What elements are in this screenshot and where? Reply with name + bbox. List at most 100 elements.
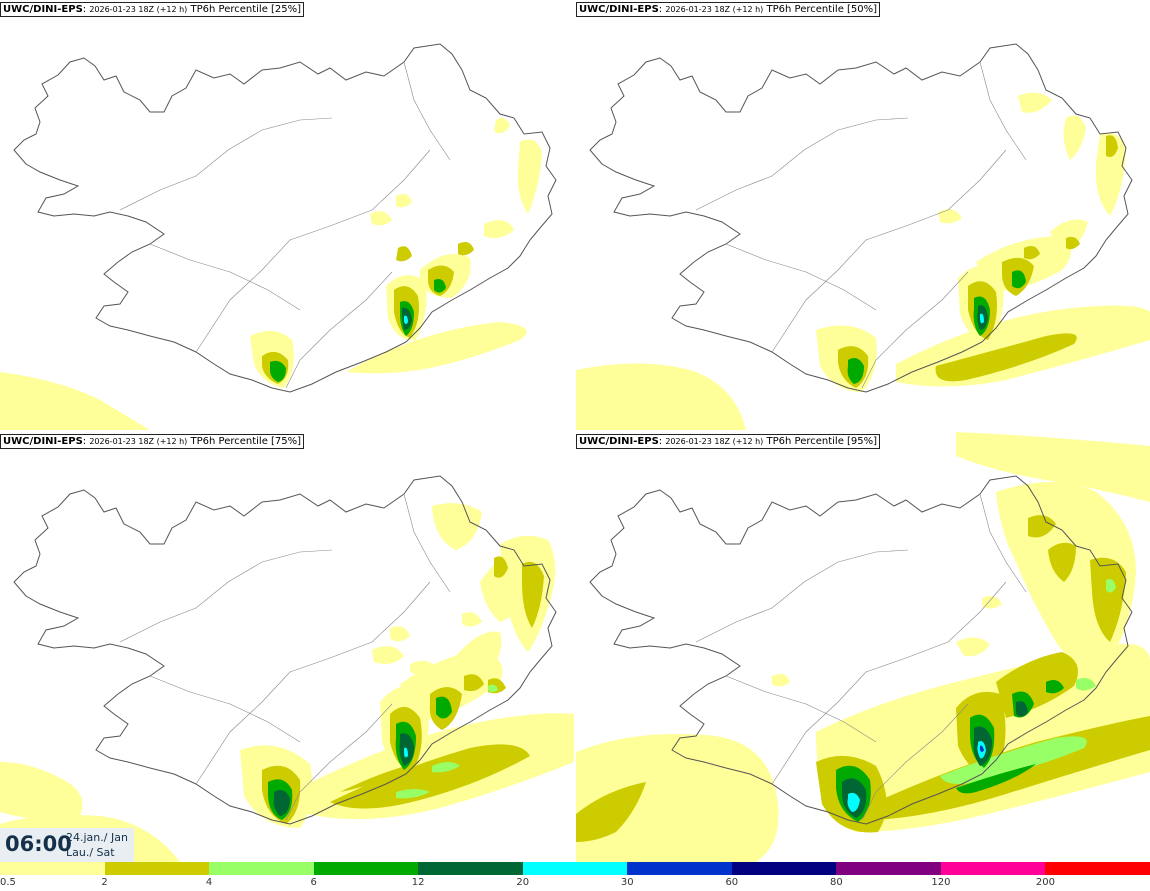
precip-area-cyan (847, 792, 860, 812)
iceland-coastline (589, 475, 1133, 825)
precip-area-green (436, 696, 452, 719)
road-line (285, 271, 393, 389)
precip-area-olive (1066, 236, 1080, 250)
precip-area-olive (458, 242, 474, 256)
precip-area-light (576, 363, 746, 430)
precip-area-light (956, 432, 1150, 502)
precip-area-lightgreen (396, 789, 430, 799)
precip-area-light (772, 674, 790, 687)
valid-time-box: 06:00 24.jan./ Jan Lau./ Sat (0, 828, 134, 862)
precip-field (0, 503, 574, 862)
road-line (403, 61, 451, 161)
legend-swatch (418, 862, 524, 875)
precip-area-olive (935, 333, 1077, 382)
panel-title: UWC/DINI-EPS: 2026-01-23 18Z (+12 h) TP6… (576, 434, 881, 449)
precip-area-olive (1048, 542, 1076, 582)
precip-area-light (517, 139, 542, 214)
precip-area-light (1063, 115, 1086, 160)
legend-tick-label: 20 (516, 877, 530, 888)
precip-area-olive (1028, 515, 1056, 538)
precip-area-olive (1024, 246, 1040, 260)
road-line (771, 149, 1007, 353)
precip-area-light (576, 734, 779, 862)
legend-tick-label: 12 (411, 877, 425, 888)
precip-area-light (1018, 92, 1052, 113)
iceland-coastline (13, 475, 557, 825)
precip-map (576, 432, 1150, 862)
valid-time: 06:00 (5, 832, 72, 856)
precip-area-green (1046, 680, 1064, 694)
valid-day: Lau./ Sat (66, 846, 115, 859)
precip-area-light (462, 612, 482, 627)
road-line (119, 117, 333, 211)
road-line (979, 493, 1027, 593)
road-line (771, 581, 1007, 785)
precip-map (0, 475, 574, 862)
precip-area-dark (273, 790, 290, 816)
color-legend: 0.5 2 4 6 12 20 30 60 80 120 200 (0, 862, 1150, 891)
precip-area-light (494, 118, 510, 134)
road-line (695, 117, 909, 211)
precip-area-cyan (404, 747, 408, 758)
precip-area-light (982, 596, 1002, 609)
precip-area-olive (522, 561, 544, 628)
precip-area-olive (1106, 135, 1118, 157)
legend-swatch (731, 862, 837, 875)
panel-title: UWC/DINI-EPS: 2026-01-23 18Z (+12 h) TP6… (576, 2, 881, 17)
road-line (195, 581, 431, 785)
precip-area-light (0, 762, 83, 820)
legend-tick-label: 80 (829, 877, 843, 888)
precip-area-light (484, 220, 514, 238)
coastline (13, 475, 557, 825)
panel-title: UWC/DINI-EPS: 2026-01-23 18Z (+12 h) TP6… (0, 434, 305, 449)
panel-title: UWC/DINI-EPS: 2026-01-23 18Z (+12 h) TP6… (0, 2, 305, 17)
coastline (13, 43, 557, 393)
road-line (119, 549, 333, 643)
legend-swatch (836, 862, 942, 875)
legend-tick-label: 4 (205, 877, 213, 888)
precip-area-light (1048, 489, 1096, 536)
coastline (589, 475, 1133, 825)
precip-area-dark (1016, 701, 1028, 717)
precip-area-olive (576, 782, 646, 842)
precip-area-olive (396, 246, 412, 262)
iceland-coastline (13, 43, 557, 393)
precip-area-blue (980, 745, 984, 752)
road-line (195, 149, 431, 353)
legend-swatch (104, 862, 210, 875)
precip-area-olive (330, 744, 530, 809)
road-line (725, 243, 877, 311)
precip-area-lightgreen (1076, 678, 1096, 691)
legend-tick-label: 200 (1035, 877, 1055, 888)
precip-field (0, 118, 542, 430)
road-line (403, 493, 451, 593)
precip-area-light (346, 322, 527, 374)
precip-area-olive (1090, 557, 1126, 642)
precip-area-cyan (980, 313, 984, 324)
road-line (149, 675, 301, 743)
precip-area-green (1012, 270, 1026, 289)
legend-swatch (209, 862, 315, 875)
road-line (725, 675, 877, 743)
precip-field (576, 92, 1150, 430)
legend-tick-label: 2 (101, 877, 108, 888)
precip-area-light (1050, 219, 1088, 254)
coastline (589, 43, 1133, 393)
map-panel-p25: UWC/DINI-EPS: 2026-01-23 18Z (+12 h) TP6… (0, 0, 574, 430)
road-line (285, 703, 393, 821)
legend-tick-label: 60 (725, 877, 739, 888)
road-line (861, 271, 969, 389)
precip-area-light (0, 372, 150, 430)
map-panel-p50: UWC/DINI-EPS: 2026-01-23 18Z (+12 h) TP6… (576, 0, 1150, 430)
precip-area-green (847, 358, 864, 384)
precip-area-cyan (404, 315, 408, 324)
legend-swatch (313, 862, 419, 875)
precip-area-lightgreen (1106, 579, 1116, 593)
road-line (695, 549, 909, 643)
precip-map (576, 43, 1150, 430)
road-line (149, 243, 301, 311)
precip-area-light (432, 503, 482, 550)
precip-area-green (434, 279, 446, 293)
precip-map (0, 43, 557, 430)
valid-date: 24.jan./ Jan (66, 831, 128, 844)
